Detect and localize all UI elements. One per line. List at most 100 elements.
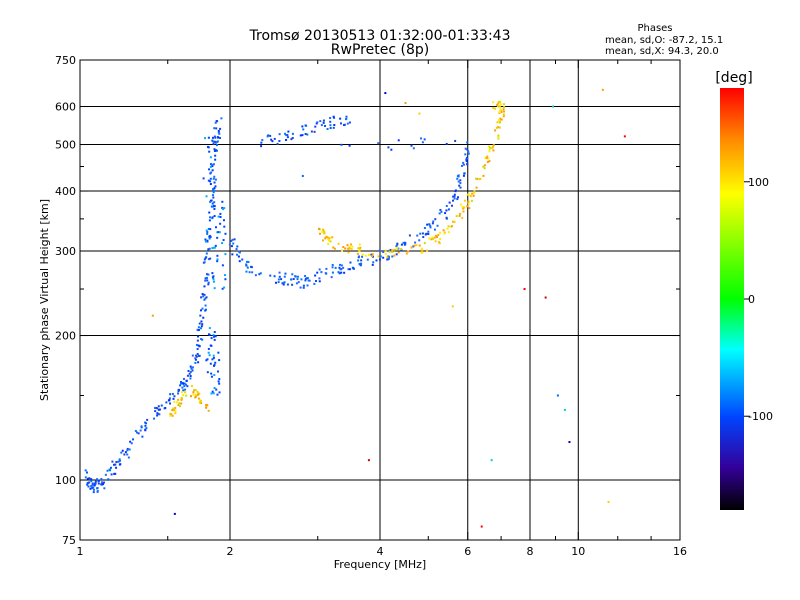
x-axis-label: Frequency [MHz] — [334, 558, 426, 571]
x-mode-point — [195, 394, 198, 397]
chart-title: Tromsø 20130513 01:32:00-01:33:43 — [249, 28, 511, 44]
o-mode-point — [266, 135, 269, 138]
x-mode-point — [446, 227, 449, 230]
o-mode-point — [216, 236, 219, 239]
o-mode-point — [291, 283, 294, 286]
o-mode-point — [221, 208, 224, 211]
o-mode-point — [228, 243, 231, 246]
o-mode-point — [196, 348, 199, 351]
o-mode-point — [278, 271, 281, 274]
x-mode-point — [495, 126, 498, 129]
o-mode-point — [347, 268, 350, 271]
o-mode-point — [217, 136, 220, 139]
colorbar-tick-label: -100 — [748, 410, 773, 423]
o-mode-point — [217, 351, 220, 354]
o-mode-point — [277, 281, 280, 284]
o-mode-point — [360, 262, 363, 265]
o-mode-point — [348, 268, 351, 271]
x-mode-point — [497, 137, 500, 140]
o-mode-point — [410, 144, 413, 147]
o-mode-point — [236, 253, 239, 256]
x-mode-point — [324, 237, 327, 240]
o-mode-point — [219, 215, 222, 218]
o-mode-point — [154, 410, 157, 413]
x-mode-point — [333, 247, 336, 250]
o-mode-point — [456, 177, 459, 180]
info-line-x: mean, sd,X: 94.3, 20.0 — [605, 46, 719, 57]
o-mode-point — [462, 163, 465, 166]
o-mode-point — [215, 388, 218, 391]
o-mode-point — [187, 369, 190, 372]
x-mode-point — [180, 396, 183, 399]
x-mode-point — [442, 229, 445, 232]
o-mode-point — [247, 261, 250, 264]
o-mode-point — [209, 257, 212, 260]
o-mode-point — [123, 453, 126, 456]
o-mode-point — [126, 453, 129, 456]
o-mode-point — [297, 281, 300, 284]
x-mode-point — [351, 245, 354, 248]
o-mode-point — [241, 258, 244, 261]
x-mode-point — [503, 110, 506, 113]
o-mode-point — [466, 141, 469, 144]
x-mode-point — [323, 232, 326, 235]
x-mode-point — [349, 243, 352, 246]
x-mode-point — [322, 228, 325, 231]
x-mode-point — [482, 174, 485, 177]
o-mode-point — [320, 124, 323, 127]
o-mode-point — [316, 271, 319, 274]
x-mode-point — [488, 146, 491, 149]
o-mode-point — [93, 483, 96, 486]
o-mode-point — [439, 208, 442, 211]
x-mode-point — [327, 243, 330, 246]
o-mode-point — [462, 174, 465, 177]
o-mode-point — [301, 125, 304, 128]
o-mode-point — [230, 245, 233, 248]
info-line-o: mean, sd,O: -87.2, 15.1 — [605, 35, 723, 46]
chart-subtitle: RwPretec (8p) — [331, 42, 429, 58]
x-mode-point — [438, 242, 441, 245]
o-mode-point — [223, 207, 226, 210]
x-mode-point — [327, 239, 330, 242]
o-mode-point — [318, 280, 321, 283]
o-mode-point — [210, 392, 213, 395]
o-mode-point — [115, 460, 118, 463]
x-mode-point — [461, 217, 464, 220]
o-mode-point — [189, 370, 192, 373]
o-mode-point — [304, 277, 307, 280]
x-mode-point — [358, 248, 361, 251]
o-mode-point — [211, 390, 214, 393]
o-mode-point — [333, 116, 336, 119]
o-mode-point — [212, 136, 215, 139]
o-mode-point — [212, 196, 215, 199]
o-mode-point — [246, 260, 249, 263]
o-mode-point — [203, 261, 206, 264]
o-mode-point — [214, 335, 217, 338]
o-mode-point — [454, 189, 457, 192]
o-mode-point — [212, 191, 215, 194]
o-mode-point — [466, 163, 469, 166]
x-mode-point — [318, 227, 321, 230]
x-mode-point — [393, 254, 396, 257]
o-mode-point — [191, 354, 194, 357]
o-mode-point — [278, 275, 281, 278]
o-mode-point — [212, 177, 215, 180]
o-mode-point — [206, 371, 209, 374]
o-mode-point — [213, 364, 216, 367]
o-mode-point — [206, 232, 209, 235]
o-mode-point — [216, 393, 219, 396]
x-mode-point — [179, 405, 182, 408]
x-mode-point — [497, 134, 500, 137]
o-mode-point — [284, 272, 287, 275]
o-mode-point — [223, 286, 226, 289]
o-mode-point — [440, 210, 443, 213]
noise-point — [404, 102, 407, 105]
o-mode-point — [208, 237, 211, 240]
x-mode-point — [177, 398, 180, 401]
x-mode-point — [461, 205, 464, 208]
x-mode-point — [493, 107, 496, 110]
noise-point — [601, 88, 604, 91]
x-mode-point — [433, 236, 436, 239]
o-mode-point — [396, 243, 399, 246]
o-mode-point — [178, 388, 181, 391]
